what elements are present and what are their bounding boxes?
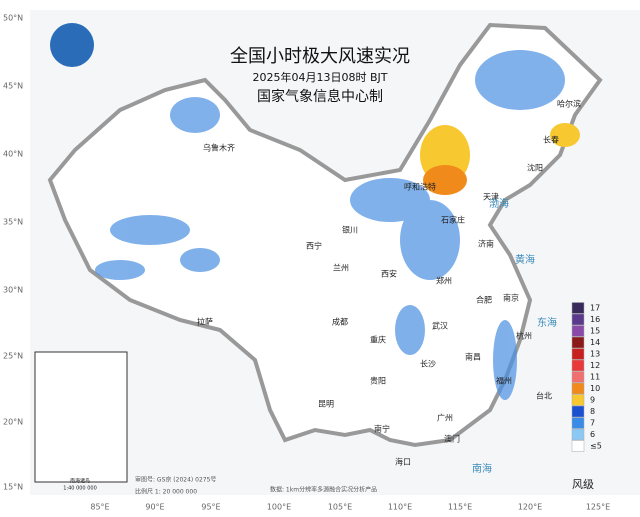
city-label: 长春 bbox=[543, 135, 559, 145]
legend-swatch bbox=[571, 440, 585, 452]
legend-swatch bbox=[571, 405, 585, 418]
logo bbox=[50, 23, 94, 67]
city-label: 济南 bbox=[478, 239, 494, 249]
city-label: 长沙 bbox=[420, 359, 436, 369]
source: 数据: 1km分辨率多源融合实况分析产品 bbox=[270, 486, 377, 494]
legend-swatch bbox=[571, 313, 585, 326]
lat-label: 30°N bbox=[3, 286, 23, 295]
city-label: 成都 bbox=[332, 317, 348, 327]
legend-swatch bbox=[571, 348, 585, 360]
city-label: 广州 bbox=[437, 413, 453, 423]
city-label: 贵阳 bbox=[370, 376, 386, 386]
lon-label: 90°E bbox=[145, 503, 164, 512]
city-label: 澳门 bbox=[444, 434, 460, 444]
lat-label: 15°N bbox=[3, 483, 23, 492]
lon-label: 110°E bbox=[388, 503, 412, 512]
lat-label: 25°N bbox=[3, 352, 23, 361]
legend-label: 11 bbox=[590, 373, 600, 382]
city-label: 郑州 bbox=[436, 276, 452, 286]
sea-label: 黄海 bbox=[515, 253, 535, 266]
city-label: 南宁 bbox=[374, 424, 390, 434]
org: 国家气象信息中心制 bbox=[257, 88, 383, 105]
legend-swatch bbox=[571, 371, 585, 383]
legend-label: 17 bbox=[590, 304, 600, 313]
inset-frame bbox=[34, 351, 128, 483]
legend-label: 9 bbox=[590, 396, 595, 405]
city-label: 南京 bbox=[503, 293, 519, 303]
lat-label: 35°N bbox=[3, 218, 23, 227]
city-label: 海口 bbox=[395, 457, 411, 467]
inset-title: 南海诸岛 bbox=[70, 478, 90, 485]
legend-swatch bbox=[571, 382, 585, 395]
city-label: 重庆 bbox=[370, 335, 386, 345]
lat-label: 45°N bbox=[3, 82, 23, 91]
city-label: 天津 bbox=[483, 192, 499, 202]
wind-blobs bbox=[95, 50, 565, 400]
city-label: 哈尔滨 bbox=[557, 99, 581, 109]
legend-label: 10 bbox=[590, 384, 600, 393]
city-label: 银川 bbox=[342, 225, 358, 235]
sea-label: 东海 bbox=[537, 316, 557, 329]
strong-wind bbox=[420, 123, 580, 195]
legend-label: 8 bbox=[590, 407, 595, 416]
legend-swatch bbox=[571, 417, 585, 429]
lon-label: 105°E bbox=[328, 503, 352, 512]
legend-label: 14 bbox=[590, 338, 600, 347]
city-label: 乌鲁木齐 bbox=[203, 143, 235, 153]
sea-label: 南海 bbox=[472, 462, 492, 475]
city-label: 沈阳 bbox=[527, 163, 543, 173]
approval: 审图号: GS京 (2024) 0275号 bbox=[135, 476, 216, 484]
lon-label: 125°E bbox=[586, 503, 610, 512]
title: 全国小时极大风速实况 bbox=[230, 46, 410, 67]
legend-swatch bbox=[571, 336, 585, 349]
scale: 比例尺 1: 20 000 000 bbox=[135, 488, 197, 496]
legend-swatch bbox=[571, 428, 585, 441]
city-label: 福州 bbox=[496, 377, 512, 386]
legend-swatch bbox=[571, 394, 585, 406]
city-label: 拉萨 bbox=[197, 317, 213, 327]
legend-swatch bbox=[571, 302, 585, 314]
lat-label: 50°N bbox=[3, 14, 23, 23]
legend-swatch bbox=[571, 325, 585, 337]
inset-scale: 1:40 000 000 bbox=[63, 486, 97, 492]
city-label: 石家庄 bbox=[441, 215, 465, 225]
legend-label: 16 bbox=[590, 315, 600, 324]
lon-label: 100°E bbox=[267, 503, 291, 512]
lon-label: 115°E bbox=[448, 503, 472, 512]
legend-label: ≤5 bbox=[590, 442, 602, 451]
lon-label: 120°E bbox=[518, 503, 542, 512]
lon-label: 95°E bbox=[201, 503, 220, 512]
legend-label: 12 bbox=[590, 361, 600, 370]
city-label: 兰州 bbox=[333, 263, 349, 273]
legend-label: 13 bbox=[590, 350, 600, 359]
lat-label: 40°N bbox=[3, 150, 23, 159]
lat-label: 20°N bbox=[3, 418, 23, 427]
city-label: 台北 bbox=[536, 391, 552, 401]
lon-label: 85°E bbox=[90, 503, 109, 512]
legend-label: 7 bbox=[590, 419, 595, 428]
city-label: 西安 bbox=[381, 269, 397, 279]
legend-title: 风级 bbox=[572, 478, 594, 491]
city-label: 合肥 bbox=[476, 295, 492, 305]
city-label: 杭州 bbox=[516, 331, 532, 341]
city-label: 呼和浩特 bbox=[404, 182, 436, 192]
sea-label: 渤海 bbox=[489, 197, 509, 210]
time: 2025年04月13日08时 BJT bbox=[253, 70, 388, 84]
legend-swatch bbox=[571, 359, 585, 372]
city-label: 西宁 bbox=[306, 241, 322, 251]
city-label: 武汉 bbox=[432, 321, 448, 331]
city-label: 南昌 bbox=[465, 352, 481, 362]
legend-label: 6 bbox=[590, 430, 595, 439]
city-label: 昆明 bbox=[318, 400, 334, 409]
legend-label: 15 bbox=[590, 327, 600, 336]
